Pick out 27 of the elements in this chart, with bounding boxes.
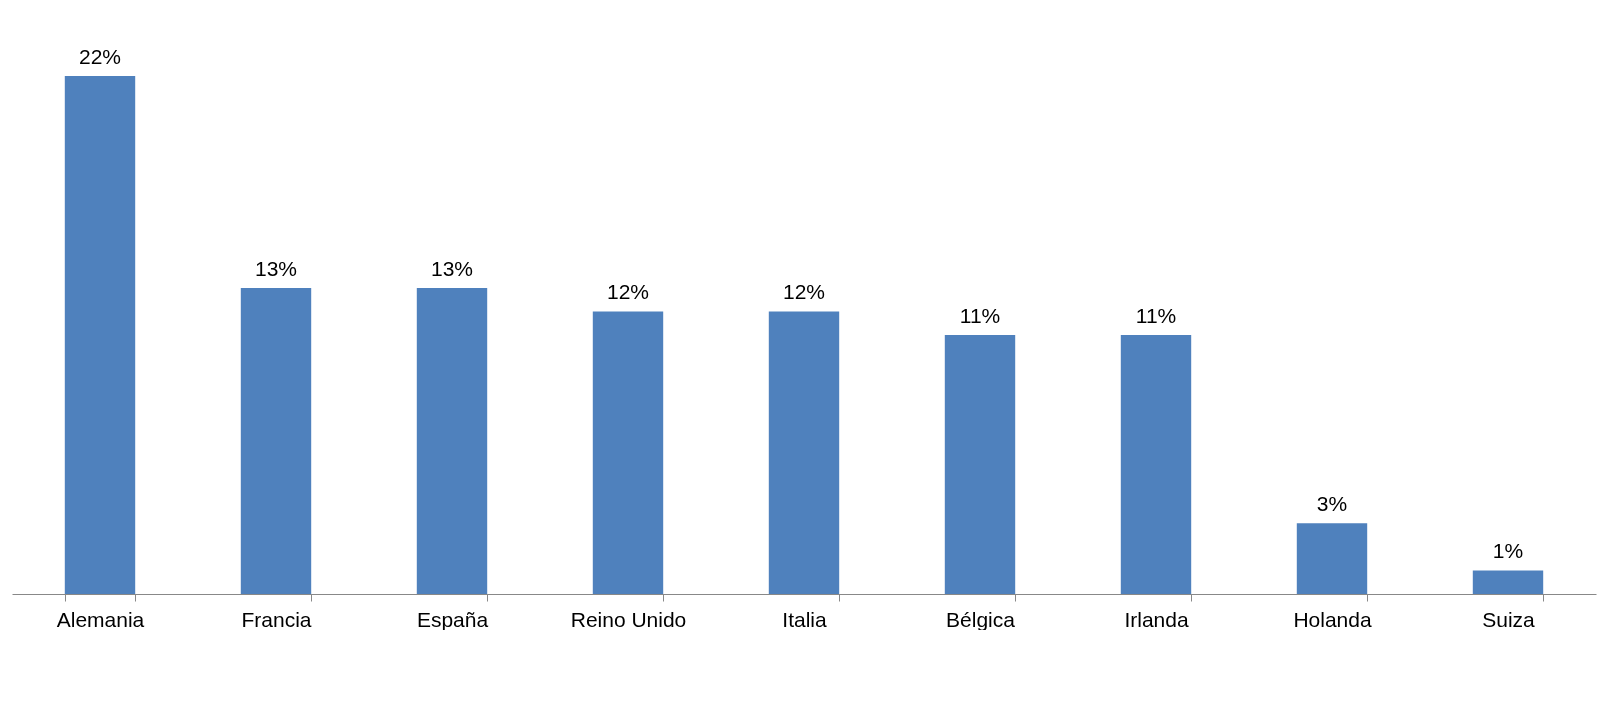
- x-tick-label: Francia: [241, 607, 312, 631]
- x-tick-label: Bélgica: [946, 607, 1016, 631]
- x-tick-label: Italia: [782, 607, 827, 631]
- bar: [1120, 335, 1192, 594]
- data-label: 12%: [782, 280, 826, 304]
- x-tick-label: Reino Unido: [570, 607, 687, 631]
- x-tick-label: Irlanda: [1124, 607, 1189, 631]
- data-label: 11%: [1135, 304, 1177, 327]
- bar: [1296, 523, 1368, 594]
- data-label: 13%: [254, 256, 298, 280]
- data-label: 22%: [78, 45, 122, 68]
- x-tick-label: Alemania: [56, 607, 145, 631]
- data-label: 3%: [1316, 492, 1348, 516]
- bar: [592, 311, 664, 594]
- x-tick-label: Suiza: [1482, 607, 1536, 631]
- bar: [768, 311, 840, 594]
- bar: [416, 287, 488, 594]
- x-tick-label: Holanda: [1293, 607, 1372, 631]
- x-tick-label: España: [416, 607, 489, 631]
- bar: [240, 287, 312, 594]
- bar: [64, 76, 136, 594]
- bar: [944, 335, 1016, 594]
- data-label: 1%: [1492, 539, 1524, 563]
- data-label: 12%: [606, 280, 650, 304]
- data-label: 11%: [959, 304, 1001, 327]
- data-label: 13%: [430, 256, 474, 280]
- bar: [1472, 570, 1544, 594]
